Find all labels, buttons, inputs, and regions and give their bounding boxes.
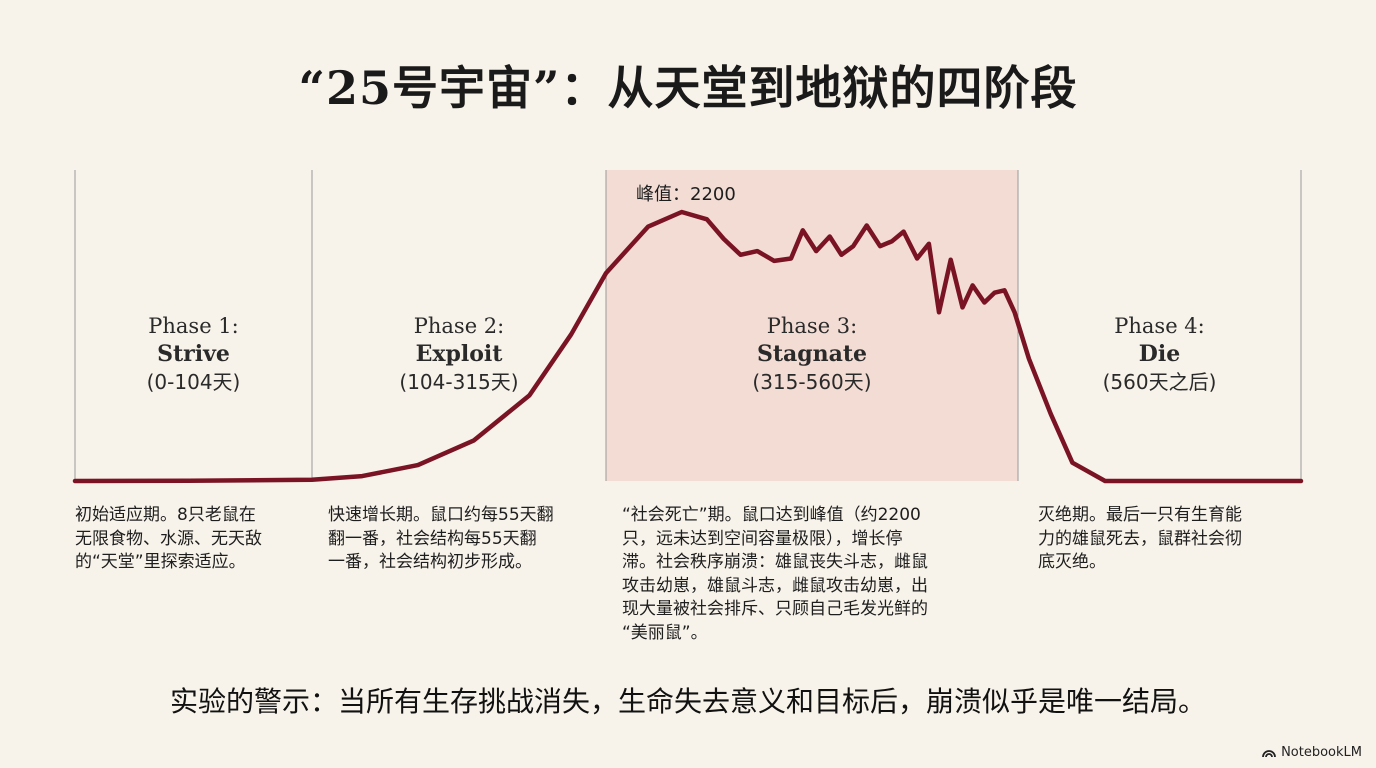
phase-2-desc-line: 一番，社会结构初步形成。 (328, 552, 532, 572)
phase-1-name: Strive (157, 341, 230, 367)
peak-label: 峰值：2200 (636, 184, 736, 205)
phase-3-desc-line: 现大量被社会排斥、只顾自己毛发光鲜的 (622, 599, 928, 619)
page-title: “25号宇宙”：从天堂到地狱的四阶段 (298, 61, 1078, 115)
phase-2-range: (104-315天) (399, 370, 519, 394)
phase-3-title: Phase 3: (766, 314, 858, 338)
phase-3-desc-line: 攻击幼崽，雄鼠斗志，雌鼠攻击幼崽，出 (622, 575, 928, 596)
phase-3-desc-line: 滞。社会秩序崩溃：雄鼠丧失斗志，雌鼠 (622, 552, 928, 572)
phase-3-description: “社会死亡”期。鼠口达到峰值（约2200 只，远未达到空间容量极限），增长停 滞… (622, 504, 928, 645)
brand-name: NotebookLM (1281, 745, 1362, 760)
brand-badge: NotebookLM (1262, 745, 1362, 760)
phase-3-label: Phase 3: Stagnate (315-560天) (606, 312, 1018, 396)
phase-4-range: (560天之后) (1102, 370, 1217, 394)
phase-1-range: (0-104天) (146, 370, 241, 394)
phase-2-desc-line: 翻一番，社会结构每55天翻 (328, 528, 537, 549)
phase-1-title: Phase 1: (148, 314, 239, 338)
phase-3-desc-line: “社会死亡”期。鼠口达到峰值（约2200 (622, 505, 921, 525)
phase-4-label: Phase 4: Die (560天之后) (1018, 312, 1301, 396)
phase-3-range: (315-560天) (752, 370, 872, 394)
phase-1-description: 初始适应期。8只老鼠在 无限食物、水源、无天敌 的“天堂”里探索适应。 (75, 504, 262, 575)
phase-1-desc-line: 初始适应期。8只老鼠在 (75, 505, 256, 525)
phase-2-description: 快速增长期。鼠口约每55天翻 翻一番，社会结构每55天翻 一番，社会结构初步形成… (328, 504, 554, 575)
phase-4-title: Phase 4: (1114, 314, 1205, 338)
notebooklm-logo-icon (1262, 750, 1276, 758)
population-line (72, 209, 1304, 484)
phase-1-label: Phase 1: Strive (0-104天) (75, 312, 312, 396)
phase-4-desc-line: 底灭绝。 (1038, 552, 1106, 572)
phase-3-name: Stagnate (756, 341, 868, 367)
population-series (72, 209, 1304, 484)
phase-4-description: 灭绝期。最后一只有生育能 力的雄鼠死去，鼠群社会彻 底灭绝。 (1038, 504, 1242, 575)
conclusion-text: 实验的警示：当所有生存挑战消失，生命失去意义和目标后，崩溃似乎是唯一结局。 (169, 685, 1206, 718)
phase-2-name: Exploit (415, 341, 503, 367)
phase-2-desc-line: 快速增长期。鼠口约每55天翻 (328, 505, 554, 525)
phase-dividers (74, 170, 1302, 481)
phase-3-desc-line: 只，远未达到空间容量极限），增长停 (622, 528, 903, 549)
phase-1-desc-line: 无限食物、水源、无天敌 (75, 528, 262, 549)
phase-4-name: Die (1138, 341, 1181, 367)
phase-4-desc-line: 灭绝期。最后一只有生育能 (1038, 505, 1242, 525)
phase-2-label: Phase 2: Exploit (104-315天) (312, 312, 606, 396)
phase-4-desc-line: 力的雄鼠死去，鼠群社会彻 (1038, 528, 1242, 549)
phase-2-title: Phase 2: (413, 314, 505, 338)
phase-3-highlight (606, 170, 1018, 481)
phase-backgrounds (606, 170, 1018, 481)
phase-3-desc-line: “美丽鼠”。 (622, 622, 708, 643)
phase-1-desc-line: 的“天堂”里探索适应。 (75, 552, 246, 572)
